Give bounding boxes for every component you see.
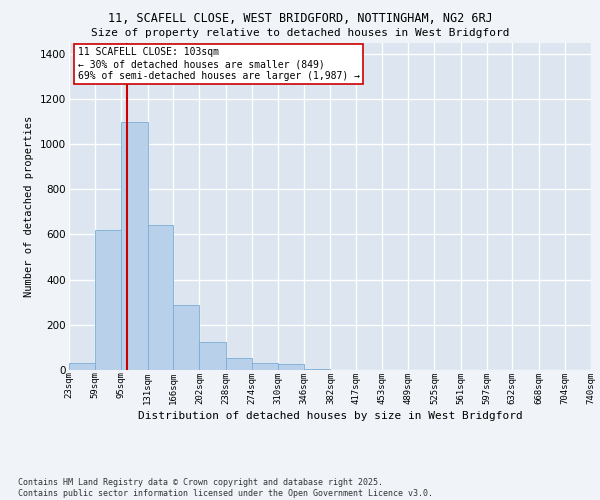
Bar xyxy=(148,226,173,370)
Bar xyxy=(69,363,95,370)
Bar xyxy=(121,122,148,370)
Text: Size of property relative to detached houses in West Bridgford: Size of property relative to detached ho… xyxy=(91,28,509,38)
Bar xyxy=(304,369,331,370)
Bar xyxy=(173,304,199,370)
Bar xyxy=(252,363,278,370)
Bar xyxy=(278,364,304,370)
Text: 11, SCAFELL CLOSE, WEST BRIDGFORD, NOTTINGHAM, NG2 6RJ: 11, SCAFELL CLOSE, WEST BRIDGFORD, NOTTI… xyxy=(107,12,493,26)
Y-axis label: Number of detached properties: Number of detached properties xyxy=(25,116,34,297)
Bar xyxy=(95,230,121,370)
Bar xyxy=(226,358,252,370)
Text: 11 SCAFELL CLOSE: 103sqm
← 30% of detached houses are smaller (849)
69% of semi-: 11 SCAFELL CLOSE: 103sqm ← 30% of detach… xyxy=(78,48,360,80)
Text: Contains HM Land Registry data © Crown copyright and database right 2025.
Contai: Contains HM Land Registry data © Crown c… xyxy=(18,478,433,498)
X-axis label: Distribution of detached houses by size in West Bridgford: Distribution of detached houses by size … xyxy=(137,410,523,420)
Bar xyxy=(199,342,226,370)
